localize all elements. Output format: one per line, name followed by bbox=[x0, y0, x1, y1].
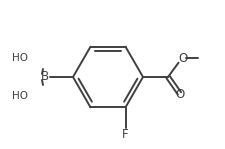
Text: O: O bbox=[178, 52, 187, 65]
Text: HO: HO bbox=[12, 91, 28, 101]
Text: F: F bbox=[122, 128, 129, 141]
Text: B: B bbox=[41, 70, 49, 83]
Text: HO: HO bbox=[12, 53, 28, 63]
Text: O: O bbox=[176, 88, 185, 101]
